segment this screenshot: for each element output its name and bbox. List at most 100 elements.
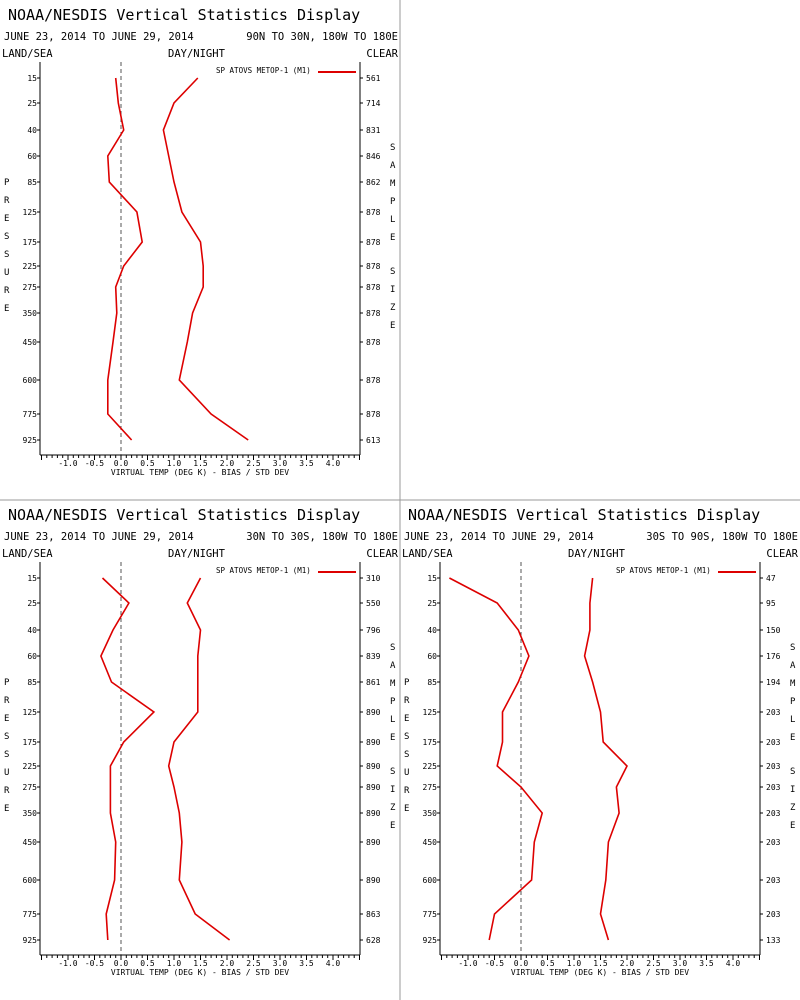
pressure-label: 225: [423, 762, 438, 771]
pressure-label: 125: [23, 208, 38, 217]
x-tick-label: 0.5: [140, 959, 155, 968]
sample-axis-letter: P: [390, 697, 396, 707]
sample-size-label: 203: [766, 910, 781, 919]
bias-line: [100, 577, 156, 941]
pressure-label: 85: [27, 678, 37, 687]
pressure-label: 925: [23, 436, 38, 445]
pressure-label: 15: [27, 574, 37, 583]
pressure-axis-letter: S: [4, 750, 9, 760]
pressure-axis-letter: S: [404, 750, 409, 760]
sample-size-label: 878: [366, 410, 381, 419]
pressure-label: 25: [27, 99, 37, 108]
sample-size-label: 203: [766, 762, 781, 771]
x-tick-label: 3.0: [673, 959, 688, 968]
pressure-label: 600: [423, 876, 438, 885]
sample-size-label: 203: [766, 708, 781, 717]
pressure-axis-letter: E: [4, 304, 9, 314]
sample-size-label: 550: [366, 599, 381, 608]
x-tick-label: 2.0: [220, 959, 235, 968]
pressure-label: 125: [23, 708, 38, 717]
sample-size-label: 878: [366, 338, 381, 347]
pressure-label: 175: [423, 738, 438, 747]
pressure-label: 350: [23, 309, 38, 318]
pressure-axis-letter: R: [404, 696, 410, 706]
pressure-label: 175: [23, 738, 38, 747]
x-tick-label: 0.0: [514, 959, 529, 968]
pressure-label: 40: [427, 626, 437, 635]
sample-size-label: 878: [366, 309, 381, 318]
pressure-label: 25: [427, 599, 437, 608]
date-range: JUNE 23, 2014 TO JUNE 29, 2014: [4, 31, 194, 43]
pressure-label: 275: [23, 783, 38, 792]
sample-size-label: 194: [766, 678, 781, 687]
x-tick-label: 1.0: [167, 459, 182, 468]
sample-size-label: 133: [766, 936, 781, 945]
legend-label: SP ATOVS METOP-1 (M1): [216, 566, 311, 575]
land-sea-label: LAND/SEA: [2, 48, 53, 60]
pressure-label: 275: [423, 783, 438, 792]
pressure-axis-letter: R: [4, 786, 10, 796]
sample-size-label: 890: [366, 738, 381, 747]
sample-size-label: 150: [766, 626, 781, 635]
sample-size-label: 878: [366, 238, 381, 247]
sample-size-label: 47: [766, 574, 776, 583]
day-night-label: DAY/NIGHT: [168, 48, 226, 60]
pressure-axis-letter: S: [4, 732, 9, 742]
sample-size-label: 310: [366, 574, 381, 583]
sample-axis-letter: S: [390, 143, 395, 153]
x-tick-label: 2.5: [246, 459, 261, 468]
sample-size-label: 203: [766, 809, 781, 818]
x-tick-label: 0.0: [114, 959, 129, 968]
empty-quadrant: [401, 0, 800, 499]
bias-line: [106, 77, 144, 441]
clear-label: CLEAR: [366, 48, 398, 60]
sample-axis-letter: E: [390, 233, 395, 243]
x-tick-label: -1.0: [58, 959, 77, 968]
sample-axis-letter: S: [390, 643, 395, 653]
panel-2: NOAA/NESDIS Vertical Statistics Display J…: [2, 506, 399, 977]
x-tick-label: 3.0: [273, 459, 288, 468]
std-dev-line: [167, 577, 231, 941]
pressure-label: 225: [23, 762, 38, 771]
x-tick-label: 1.0: [167, 959, 182, 968]
date-range: JUNE 23, 2014 TO JUNE 29, 2014: [404, 531, 594, 543]
sample-size-label: 878: [366, 262, 381, 271]
sample-size-label: 861: [366, 678, 381, 687]
pressure-label: 350: [23, 809, 38, 818]
sample-axis-letter: L: [390, 715, 395, 725]
sample-size-label: 890: [366, 783, 381, 792]
x-tick-label: 2.0: [220, 459, 235, 468]
pressure-label: 775: [23, 410, 38, 419]
sample-axis-letter: S: [790, 643, 795, 653]
size-axis-letter: E: [790, 821, 795, 831]
pressure-axis-letter: R: [404, 786, 410, 796]
x-tick-label: 4.0: [726, 959, 741, 968]
panel-3: NOAA/NESDIS Vertical Statistics Display J…: [402, 506, 799, 977]
size-axis-letter: Z: [390, 803, 396, 813]
sample-size-label: 561: [366, 74, 381, 83]
sample-axis-letter: P: [790, 697, 796, 707]
pressure-label: 15: [427, 574, 437, 583]
legend-label: SP ATOVS METOP-1 (M1): [216, 66, 311, 75]
panel-title: NOAA/NESDIS Vertical Statistics Display: [8, 506, 360, 524]
sample-size-label: 839: [366, 652, 381, 661]
sample-axis-letter: M: [790, 679, 796, 689]
pressure-label: 450: [423, 838, 438, 847]
sample-size-label: 863: [366, 910, 381, 919]
bias-line: [449, 577, 544, 941]
size-axis-letter: S: [790, 767, 795, 777]
sample-size-label: 714: [366, 99, 381, 108]
pressure-label: 925: [23, 936, 38, 945]
x-axis-label: VIRTUAL TEMP (DEG K) - BIAS / STD DEV: [511, 968, 689, 977]
pressure-label: 85: [427, 678, 437, 687]
pressure-axis-letter: U: [4, 768, 9, 778]
pressure-label: 60: [27, 652, 37, 661]
pressure-label: 350: [423, 809, 438, 818]
sample-size-label: 613: [366, 436, 381, 445]
sample-size-label: 878: [366, 208, 381, 217]
x-tick-label: 0.0: [114, 459, 129, 468]
land-sea-label: LAND/SEA: [2, 548, 53, 560]
sample-axis-letter: M: [390, 679, 396, 689]
pressure-axis-letter: P: [4, 178, 10, 188]
